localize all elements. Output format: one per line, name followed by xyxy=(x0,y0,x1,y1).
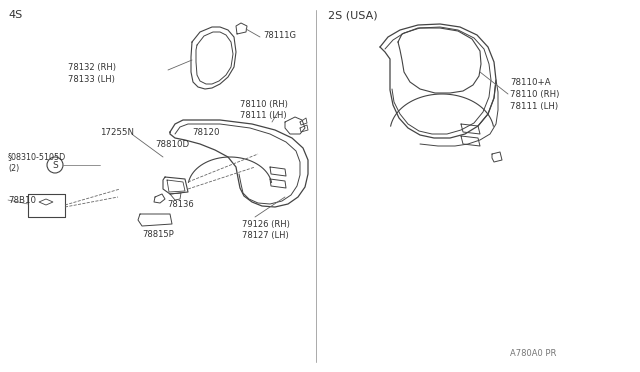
Text: 78815P: 78815P xyxy=(142,230,173,238)
Text: 78111 (LH): 78111 (LH) xyxy=(240,110,287,119)
Text: 78127 (LH): 78127 (LH) xyxy=(242,231,289,240)
Text: 78111G: 78111G xyxy=(263,31,296,39)
Text: S: S xyxy=(52,160,58,170)
Text: 78111 (LH): 78111 (LH) xyxy=(510,102,558,110)
Text: 79126 (RH): 79126 (RH) xyxy=(242,219,290,228)
Text: 78110 (RH): 78110 (RH) xyxy=(240,99,288,109)
Text: 78110 (RH): 78110 (RH) xyxy=(510,90,559,99)
Text: 78133 (LH): 78133 (LH) xyxy=(68,74,115,83)
Text: 78136: 78136 xyxy=(167,199,194,208)
Text: 78B10: 78B10 xyxy=(8,196,36,205)
Text: 17255N: 17255N xyxy=(100,128,134,137)
Text: 78110+A: 78110+A xyxy=(510,77,550,87)
Text: 78132 (RH): 78132 (RH) xyxy=(68,62,116,71)
Text: 2S (USA): 2S (USA) xyxy=(328,10,378,20)
Text: (2): (2) xyxy=(8,164,19,173)
Text: 78120: 78120 xyxy=(192,128,220,137)
Text: 4S: 4S xyxy=(8,10,22,20)
Text: §08310-5105D: §08310-5105D xyxy=(8,153,67,161)
Text: 78810D: 78810D xyxy=(155,140,189,148)
Text: A780A0 PR: A780A0 PR xyxy=(510,350,556,359)
